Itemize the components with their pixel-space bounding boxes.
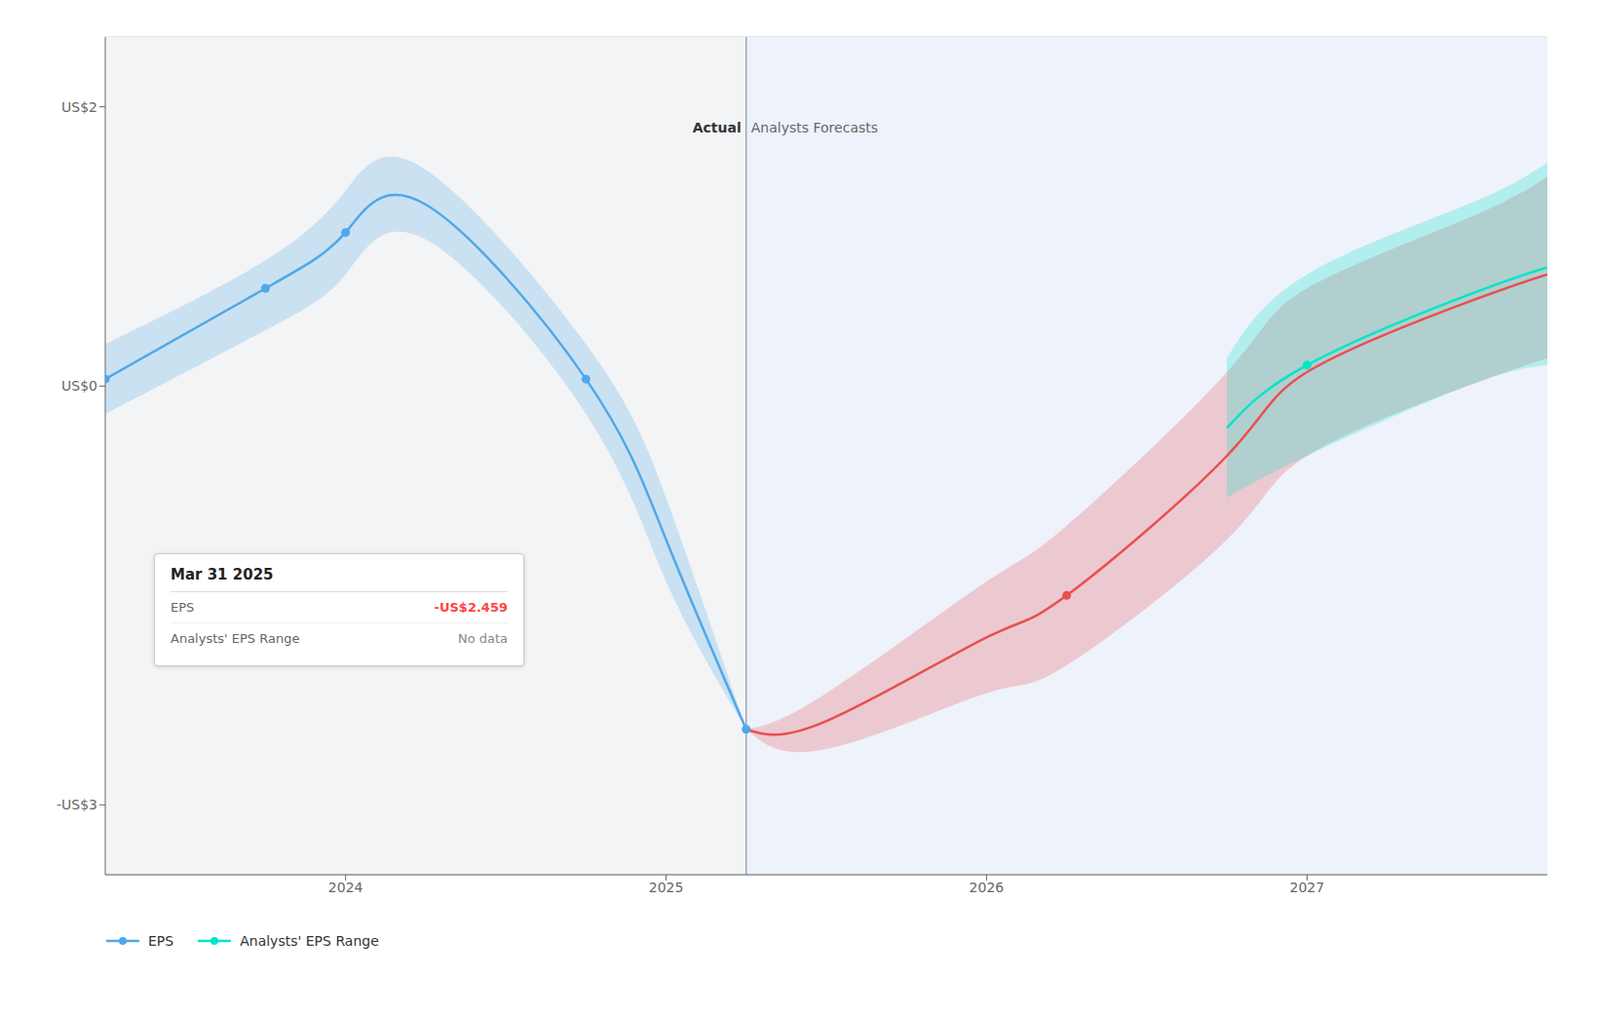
svg-text:2027: 2027 [1290,879,1326,896]
svg-text:-US$3: -US$3 [56,797,98,813]
html-text:Analysts' EPS Range: Analysts' EPS Range [239,933,379,950]
svg-text:US$2: US$2 [61,99,98,115]
html-text:Mar 31 2025: Mar 31 2025 [170,566,274,584]
svg-text:2026: 2026 [969,879,1005,896]
svg-text:Analysts Forecasts: Analysts Forecasts [751,119,878,136]
svg-text:Actual: Actual [692,119,742,136]
svg-text:US$0: US$0 [61,378,98,394]
html-text:No data: No data [457,631,508,647]
svg-text:2024: 2024 [328,879,364,896]
html-text:EPS: EPS [170,600,195,615]
html-text:EPS: EPS [148,933,174,950]
svg-text:2025: 2025 [648,879,685,896]
html-text:Analysts' EPS Range: Analysts' EPS Range [170,631,300,647]
html-text:-US$2.459: -US$2.459 [434,600,508,615]
